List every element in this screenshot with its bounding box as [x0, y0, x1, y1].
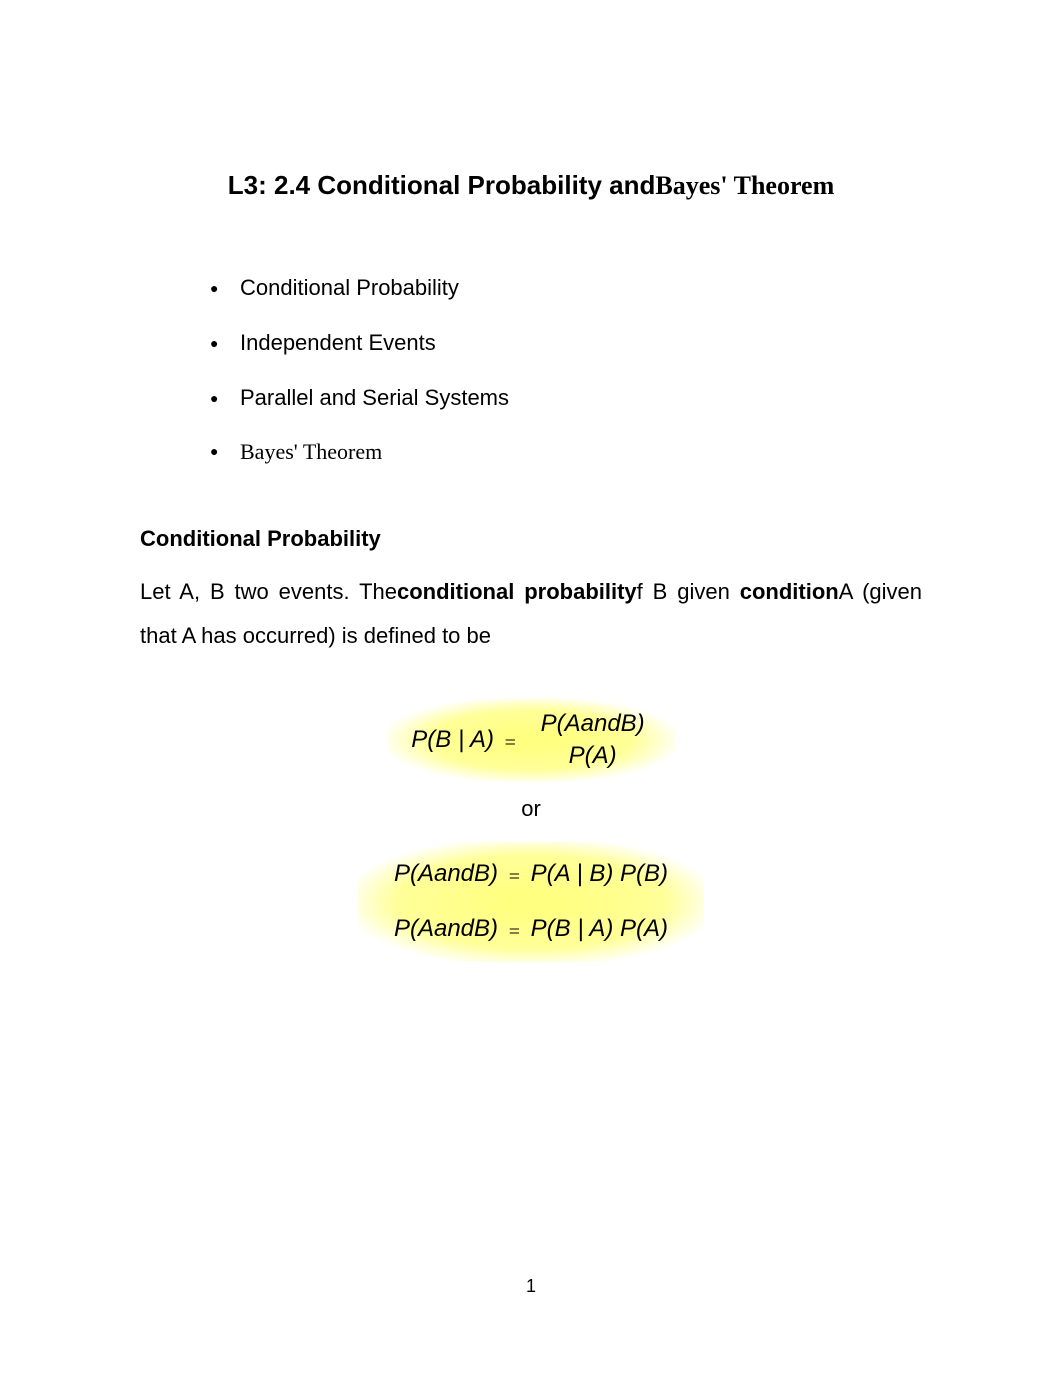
list-item-label: Conditional Probability: [240, 275, 459, 300]
equals-sign: =: [501, 732, 520, 754]
formula-conditional: P(B | A) = P(AandB) P(A): [411, 726, 650, 753]
fraction: P(AandB) P(A): [535, 710, 651, 770]
list-item-label: Bayes' Theorem: [240, 439, 382, 464]
definition-paragraph: Let A, B two events. Theconditional prob…: [140, 570, 922, 658]
list-item-label: Independent Events: [240, 330, 436, 355]
list-item: Conditional Probability: [210, 273, 922, 304]
equals-sign: =: [505, 921, 524, 943]
section-heading: Conditional Probability: [140, 526, 922, 552]
list-item: Independent Events: [210, 328, 922, 359]
title-sans: Conditional Probability and: [317, 170, 655, 200]
formula-container: P(B | A) = P(AandB) P(A) or P(AandB) = P…: [140, 698, 922, 962]
formula-lhs: P(AandB): [394, 915, 498, 942]
topic-list: Conditional Probability Independent Even…: [140, 273, 922, 468]
equals-sign: =: [505, 866, 524, 888]
title-serif: Bayes' Theorem: [655, 171, 834, 200]
list-item-label: Parallel and Serial Systems: [240, 385, 509, 410]
formula-multiplication-1: P(AandB) = P(A | B) P(B): [394, 860, 668, 889]
text-segment: Let A, B two events. The: [140, 579, 397, 604]
or-label: or: [358, 796, 704, 822]
list-item: Bayes' Theorem: [210, 437, 922, 468]
text-bold: conditional probability: [397, 579, 637, 604]
page-title: L3: 2.4 Conditional Probability andBayes…: [140, 170, 922, 201]
formula-block: P(B | A) = P(AandB) P(A) or P(AandB) = P…: [358, 698, 704, 962]
formula-rhs: P(A | B) P(B): [531, 860, 668, 887]
formula-highlight: P(B | A) = P(AandB) P(A): [387, 698, 674, 782]
formula-lhs: P(B | A): [411, 726, 494, 753]
text-segment: f B given: [637, 579, 740, 604]
formula-rhs: P(B | A) P(A): [531, 915, 668, 942]
title-prefix: L3: 2.4: [228, 170, 318, 200]
numerator: P(AandB): [535, 710, 651, 740]
page-number: 1: [0, 1276, 1062, 1297]
formula-highlight: P(AandB) = P(A | B) P(B) P(AandB) = P(B …: [358, 842, 704, 962]
text-bold: condition: [740, 579, 839, 604]
formula-lhs: P(AandB): [394, 860, 498, 887]
denominator: P(A): [535, 740, 651, 770]
list-item: Parallel and Serial Systems: [210, 383, 922, 414]
formula-multiplication-2: P(AandB) = P(B | A) P(A): [394, 915, 668, 944]
